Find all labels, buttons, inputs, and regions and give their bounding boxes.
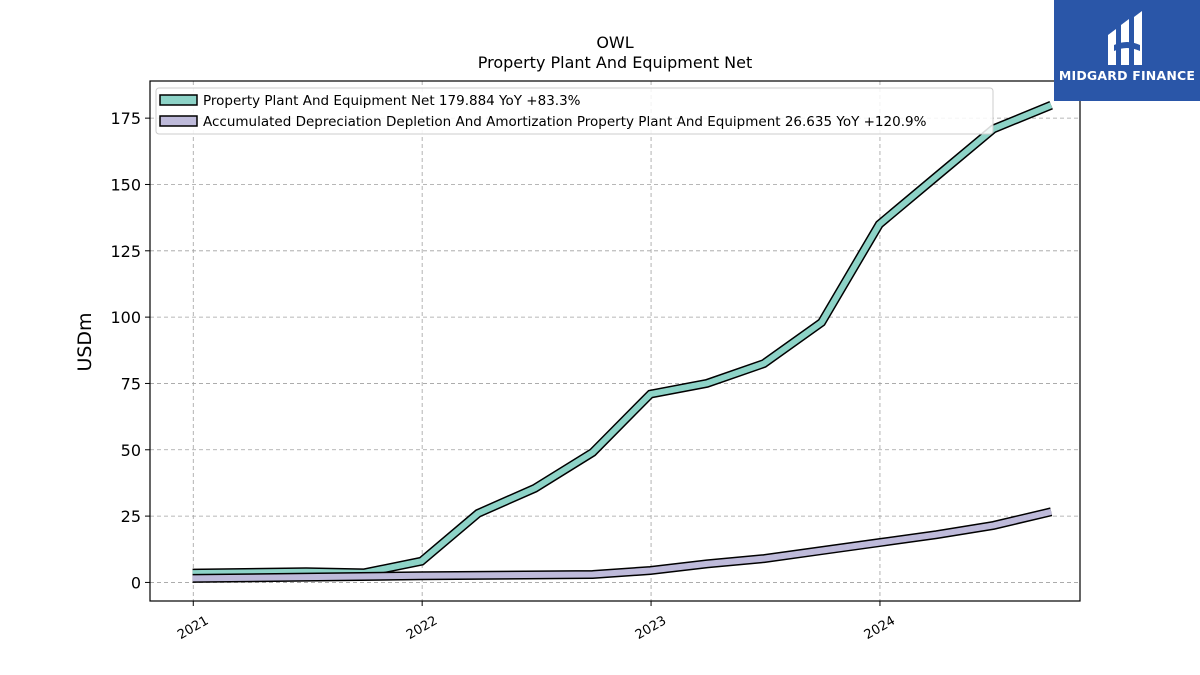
y-tick-label: 75 bbox=[121, 374, 141, 393]
x-tick-label: 2024 bbox=[862, 613, 898, 643]
y-tick-label: 0 bbox=[131, 573, 141, 592]
legend-label-accumulated-depreciation: Accumulated Depreciation Depletion And A… bbox=[203, 114, 927, 130]
y-tick-label: 100 bbox=[110, 308, 141, 327]
y-tick-label: 50 bbox=[121, 441, 141, 460]
series-line-accumulated-depreciation bbox=[192, 508, 1052, 582]
legend: Property Plant And Equipment Net 179.884… bbox=[155, 87, 994, 135]
midgard-logo-icon bbox=[1108, 11, 1142, 65]
x-tick-label: 2023 bbox=[633, 613, 669, 643]
series-layer bbox=[192, 101, 1053, 583]
y-axis: 0 25 50 75 100 125 150 175 bbox=[110, 109, 150, 592]
x-tick-label: 2022 bbox=[404, 613, 440, 643]
series-line-ppe-net bbox=[192, 102, 1053, 577]
chart-subtitle: Property Plant And Equipment Net bbox=[478, 53, 753, 72]
legend-swatch-ppe-net bbox=[159, 94, 198, 106]
legend-label-ppe-net: Property Plant And Equipment Net 179.884… bbox=[203, 93, 581, 109]
brand-logo: MIDGARD FINANCE bbox=[1054, 0, 1200, 101]
legend-swatch-accumulated-depreciation bbox=[159, 115, 198, 127]
brand-name: MIDGARD FINANCE bbox=[1058, 68, 1196, 83]
y-tick-label: 25 bbox=[121, 507, 141, 526]
x-tick-label: 2021 bbox=[175, 613, 211, 643]
series-line-outline-ppe-net bbox=[192, 101, 1053, 578]
y-tick-label: 175 bbox=[110, 109, 141, 128]
plot-frame bbox=[149, 80, 1081, 602]
y-tick-label: 125 bbox=[110, 242, 141, 261]
y-tick-label: 150 bbox=[110, 175, 141, 194]
y-axis-label: USDm bbox=[74, 312, 96, 371]
chart-title: OWL bbox=[596, 33, 633, 52]
x-axis: 2021 2022 2023 2024 bbox=[175, 601, 898, 643]
grid bbox=[150, 81, 1080, 601]
legend-box bbox=[155, 87, 994, 135]
